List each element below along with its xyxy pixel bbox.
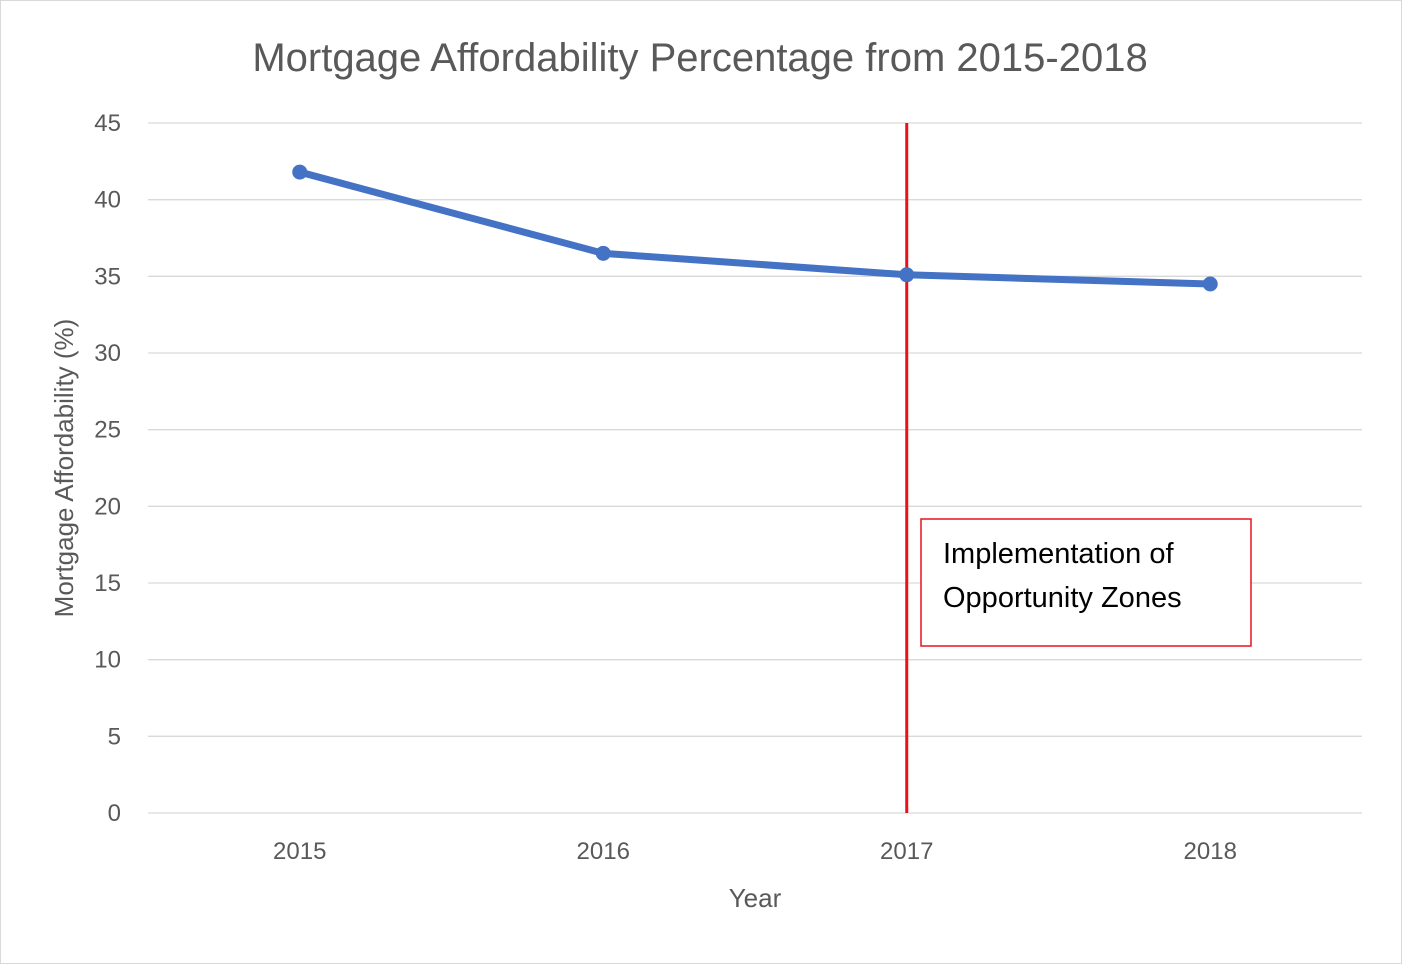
y-tick-label-30: 30 xyxy=(94,340,121,367)
y-axis-title: Mortgage Affordability (%) xyxy=(49,319,79,618)
x-tick-label-2018: 2018 xyxy=(1184,838,1237,865)
data-point-2018 xyxy=(1203,277,1218,292)
annotation-line-1: Implementation of xyxy=(943,538,1174,570)
x-tick-label-2015: 2015 xyxy=(273,838,326,865)
y-tick-label-35: 35 xyxy=(94,263,121,290)
data-point-2016 xyxy=(596,246,611,261)
y-tick-label-15: 15 xyxy=(94,570,121,597)
y-tick-label-25: 25 xyxy=(94,417,121,444)
y-tick-label-0: 0 xyxy=(108,800,121,827)
x-tick-label-2016: 2016 xyxy=(577,838,630,865)
y-tick-label-45: 45 xyxy=(94,110,121,137)
x-tick-label-2017: 2017 xyxy=(880,838,933,865)
y-tick-label-20: 20 xyxy=(94,493,121,520)
annotation-line-2: Opportunity Zones xyxy=(943,582,1182,614)
y-tick-label-5: 5 xyxy=(108,723,121,750)
x-axis-title: Year xyxy=(729,883,782,913)
y-tick-label-40: 40 xyxy=(94,187,121,214)
data-point-2017 xyxy=(899,267,914,282)
annotation-box: Implementation of Opportunity Zones xyxy=(921,519,1251,646)
chart-title: Mortgage Affordability Percentage from 2… xyxy=(252,36,1147,80)
data-point-2015 xyxy=(292,165,307,180)
y-tick-label-10: 10 xyxy=(94,647,121,674)
